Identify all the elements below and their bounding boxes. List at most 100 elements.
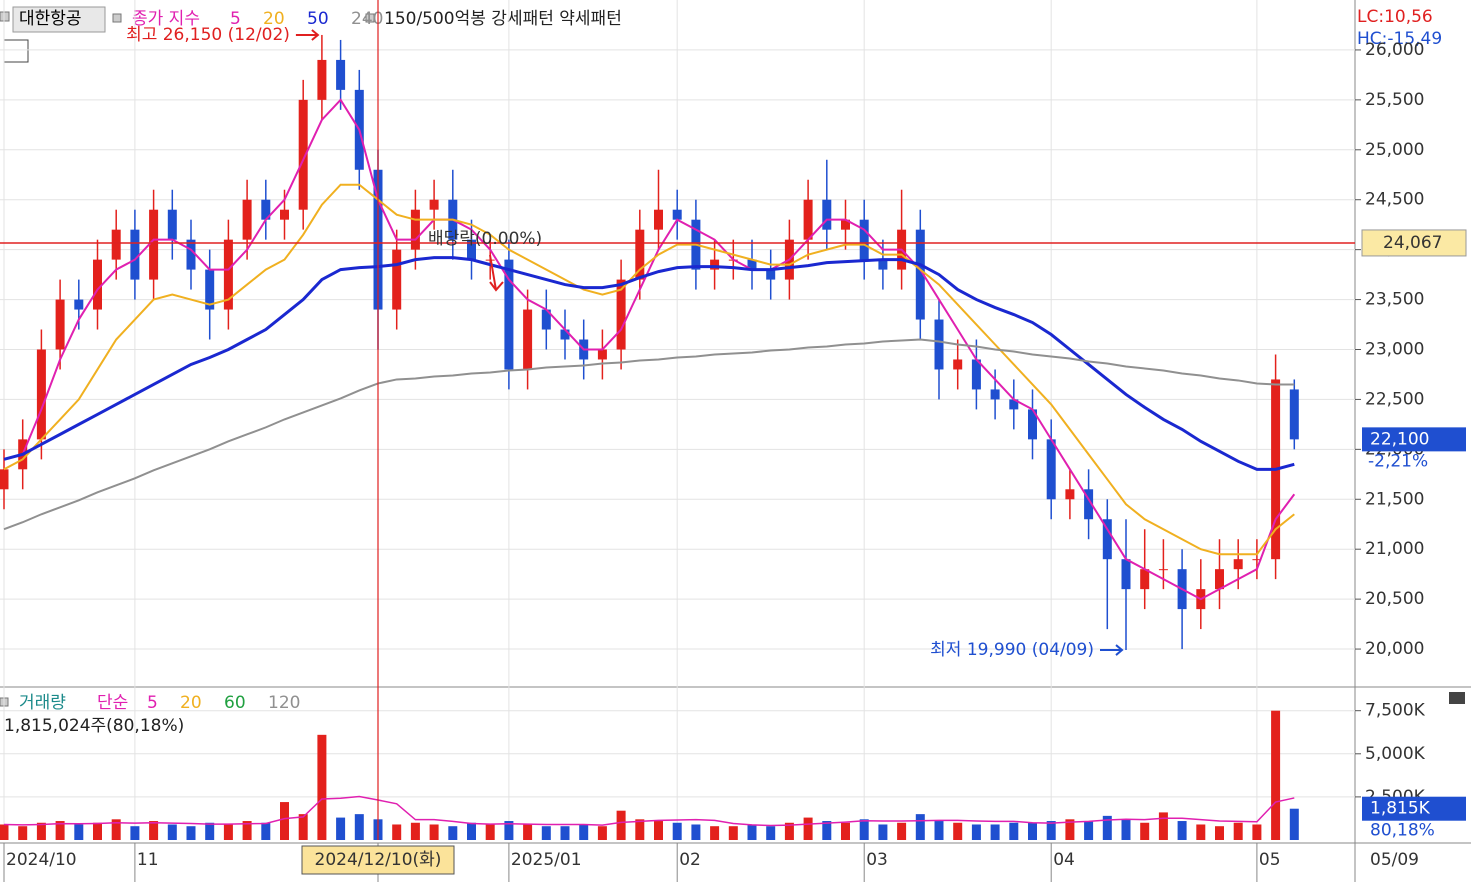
high-arrow [295, 29, 320, 41]
candle-body [167, 209, 177, 240]
volume-bar [691, 824, 701, 840]
volume-bar [1215, 826, 1224, 840]
panel-button[interactable] [1449, 692, 1465, 704]
candle-body [1289, 389, 1299, 440]
candle-body [934, 319, 944, 370]
candle-body [803, 199, 813, 240]
candle-body [74, 299, 84, 310]
volume-bar [485, 824, 495, 840]
stock-name-box[interactable] [12, 6, 106, 33]
ma-line [3, 183, 1295, 556]
candle-body [523, 309, 533, 370]
candle-body [710, 259, 720, 270]
volume-bar [654, 821, 663, 840]
volume-bar [635, 819, 645, 840]
volume-bar [18, 826, 28, 840]
volume-bar [1121, 819, 1131, 840]
candle-body [1046, 439, 1056, 500]
volume-bar [36, 822, 46, 840]
volume-bar [111, 819, 121, 840]
volume-bar [616, 810, 626, 840]
legend-icon [365, 13, 375, 23]
volume-bar [747, 824, 757, 840]
y-tick-label: 20,500 [1365, 589, 1424, 609]
volume-bar [803, 817, 813, 840]
candle-body [410, 209, 420, 250]
volume-bar [205, 822, 215, 840]
stock-name[interactable]: 대한항공 [19, 9, 82, 29]
x-tick-label: 02 [679, 850, 701, 870]
candle-body [766, 269, 776, 280]
volume-bar [1009, 822, 1019, 840]
volume-bar [859, 819, 869, 840]
volume-bar [710, 826, 720, 840]
volume-bar [261, 822, 271, 840]
lc-label: LC:10,56 [1357, 7, 1433, 27]
candle-body [205, 269, 215, 310]
y-tick-label: 23,500 [1365, 290, 1424, 310]
candle-body [990, 389, 1000, 400]
volume-bar [0, 824, 9, 840]
volume-bar [1084, 821, 1094, 840]
candle-body [223, 239, 233, 310]
y-tick-label: 20,000 [1365, 639, 1424, 659]
candle-body [859, 219, 869, 260]
pattern-label: 150/500억봉 강세패턴 약세패턴 [384, 9, 622, 29]
candle-body [822, 199, 832, 230]
legend-icon [112, 13, 122, 23]
candle-body [616, 279, 626, 350]
high-annotation: 최고 26,150 (12/02) [126, 25, 290, 45]
legend-entry: 240 [351, 9, 383, 29]
y-tick-label: 7,500K [1365, 701, 1426, 721]
ma-line [3, 256, 1295, 471]
candle-body [93, 259, 102, 310]
volume-bar [354, 814, 364, 840]
candle-body [467, 239, 476, 260]
volume-bar [672, 822, 682, 840]
candle-body [878, 259, 888, 270]
y-tick-label: 21,000 [1365, 539, 1424, 559]
volume-bar [242, 821, 252, 840]
volume-bar [915, 814, 925, 840]
table-icon[interactable] [3, 39, 29, 63]
volume-bar [429, 824, 439, 840]
x-tick-label: 2024/10 [6, 850, 77, 870]
legend-prefix: 종가 지수 [132, 9, 200, 29]
volume-bar [878, 824, 888, 840]
date-highlight [301, 845, 455, 875]
y-tick-label: 26,000 [1365, 40, 1424, 60]
candle-body [635, 229, 645, 280]
volume-bar [1252, 824, 1262, 840]
volume-bar [504, 821, 514, 840]
candle-body [841, 219, 850, 230]
volume-box [1362, 796, 1466, 821]
volume-bar [1065, 819, 1075, 840]
candle-body [672, 209, 682, 220]
volume-bar [990, 824, 1000, 840]
candle-body [1158, 569, 1168, 571]
volume-bar [93, 822, 102, 840]
candle-body [36, 349, 46, 440]
candle-body [298, 99, 308, 210]
volume-bar [1102, 815, 1112, 840]
volume-bar [541, 826, 551, 840]
candle-body [1009, 399, 1019, 410]
candle-body [1215, 569, 1224, 590]
y-tick-label: 5,000K [1365, 744, 1426, 764]
volume-bar [1271, 710, 1281, 840]
candle-body [130, 229, 140, 280]
volume-bar [149, 821, 159, 840]
volume-bar [223, 824, 233, 840]
candle-body [654, 209, 663, 230]
volume-bar [934, 821, 944, 840]
candle-body [392, 249, 402, 310]
volume-method: 단순 [97, 693, 128, 713]
ma-line [3, 98, 1296, 601]
volume-bar [74, 824, 84, 840]
x-tick-label: 03 [866, 850, 888, 870]
volume-bar [560, 826, 570, 840]
candle-body [111, 229, 121, 260]
candle-body [915, 229, 925, 320]
reference-box [1361, 229, 1467, 257]
